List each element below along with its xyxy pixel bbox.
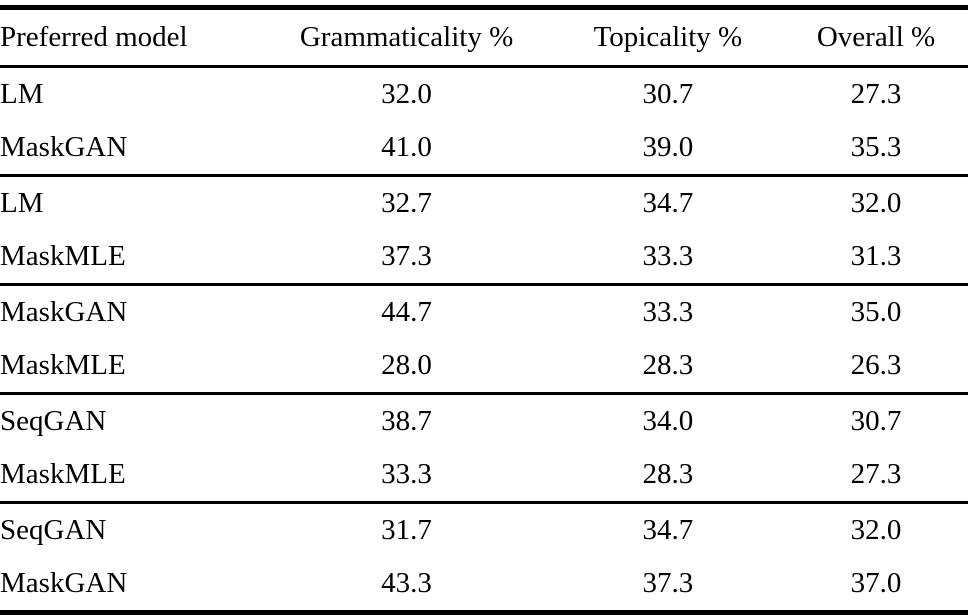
table-row: MaskGAN 43.3 37.3 37.0 [0,557,968,613]
value-cell: 27.3 [850,78,902,110]
value-cell: 32.0 [850,514,902,546]
table-row: MaskMLE 37.3 33.3 31.3 [0,230,968,285]
value-cell: 38.7 [381,405,432,437]
table-group: SeqGAN 31.7 34.7 32.0 MaskGAN 43.3 37.3 37.0 [0,503,968,613]
model-name: MaskMLE [0,349,126,381]
column-header-preferred-model: Preferred model [0,21,188,53]
table-row: MaskMLE 33.3 28.3 27.3 [0,448,968,503]
value-cell: 28.0 [381,349,432,381]
column-header-overall: Overall % [816,21,936,53]
model-name: LM [0,187,44,219]
value-cell: 34.7 [642,187,694,219]
value-cell: 39.0 [642,131,694,163]
table-row: SeqGAN 38.7 34.0 30.7 [0,394,968,449]
table-group: LM 32.7 34.7 32.0 MaskMLE 37.3 33.3 31.3 [0,176,968,285]
value-cell: 33.3 [381,458,432,490]
model-name: MaskGAN [0,567,128,599]
value-cell: 33.3 [642,240,694,272]
value-cell: 30.7 [642,78,694,110]
value-cell: 35.0 [850,296,902,328]
value-cell: 26.3 [850,349,902,381]
value-cell: 30.7 [850,405,902,437]
results-table: Preferred model Grammaticality % Topical… [0,5,968,615]
table-header: Preferred model Grammaticality % Topical… [0,8,968,67]
table-row: MaskMLE 28.0 28.3 26.3 [0,339,968,394]
value-cell: 41.0 [381,131,432,163]
value-cell: 28.3 [642,349,694,381]
header-row: Preferred model Grammaticality % Topical… [0,8,968,67]
model-name: SeqGAN [0,405,107,437]
value-cell: 32.0 [381,78,432,110]
value-cell: 37.0 [850,567,902,599]
model-name: MaskMLE [0,240,126,272]
model-name: MaskMLE [0,458,126,490]
value-cell: 31.7 [381,514,432,546]
value-cell: 35.3 [850,131,902,163]
value-cell: 28.3 [642,458,694,490]
column-header-grammaticality: Grammaticality % [299,21,514,53]
value-cell: 37.3 [381,240,432,272]
table-group: SeqGAN 38.7 34.0 30.7 MaskMLE 33.3 28.3 27.3 [0,394,968,503]
table-row: SeqGAN 31.7 34.7 32.0 [0,503,968,558]
value-cell: 43.3 [381,567,432,599]
value-cell: 44.7 [381,296,432,328]
model-name: LM [0,78,44,110]
value-cell: 33.3 [642,296,694,328]
column-header-topicality: Topicality % [593,21,743,53]
value-cell: 31.3 [850,240,902,272]
table-row: MaskGAN 41.0 39.0 35.3 [0,121,968,176]
value-cell: 34.7 [642,514,694,546]
table-group: MaskGAN 44.7 33.3 35.0 MaskMLE 28.0 28.3 26.3 [0,285,968,394]
table-group: LM 32.0 30.7 27.3 MaskGAN 41.0 39.0 35.3 [0,67,968,176]
table-row: MaskGAN 44.7 33.3 35.0 [0,285,968,340]
table-row: LM 32.7 34.7 32.0 [0,176,968,231]
value-cell: 34.0 [642,405,694,437]
model-name: SeqGAN [0,514,107,546]
value-cell: 32.7 [381,187,432,219]
table-row: LM 32.0 30.7 27.3 [0,67,968,122]
value-cell: 32.0 [850,187,902,219]
model-name: MaskGAN [0,131,128,163]
value-cell: 27.3 [850,458,902,490]
value-cell: 37.3 [642,567,694,599]
model-name: MaskGAN [0,296,128,328]
